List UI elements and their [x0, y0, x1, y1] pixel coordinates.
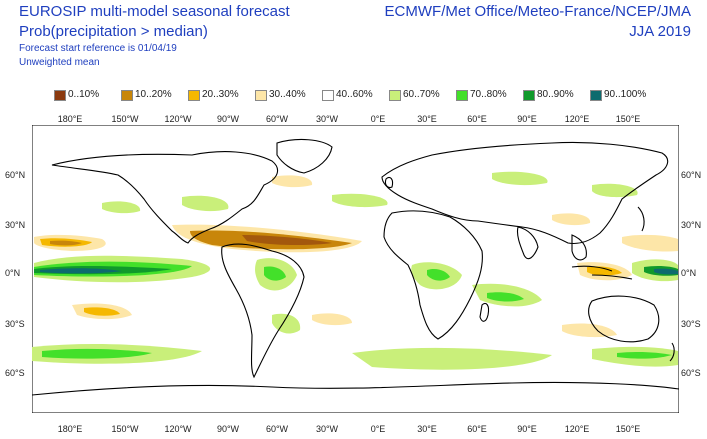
legend-label: 0..10%	[68, 89, 100, 100]
legend-swatch	[523, 90, 535, 101]
lat-label: 60°S	[681, 368, 701, 378]
legend-label: 60..70%	[403, 89, 440, 100]
season-label: JJA 2019	[629, 23, 691, 40]
lat-label: 60°N	[5, 170, 26, 180]
legend-label: 10..20%	[135, 89, 172, 100]
lon-label: 90°W	[216, 424, 240, 434]
lon-label: 30°W	[315, 424, 339, 434]
lon-label: 30°W	[315, 114, 339, 124]
legend-swatch	[54, 90, 66, 101]
lat-label: 30°N	[5, 220, 26, 230]
map-subtitle: Prob(precipitation > median)	[19, 23, 208, 40]
coastlines	[32, 138, 679, 396]
lon-label: 60°W	[265, 114, 289, 124]
legend-label: 30..40%	[269, 89, 306, 100]
legend-swatch	[121, 90, 133, 101]
lat-label: 0°N	[5, 268, 21, 278]
lat-label: 30°S	[5, 319, 25, 329]
centres-label: ECMWF/Met Office/Meteo-France/NCEP/JMA	[384, 3, 691, 20]
lat-label: 0°N	[681, 268, 697, 278]
start-reference: Forecast start reference is 01/04/19	[19, 43, 177, 54]
probability-shading	[32, 171, 678, 370]
lon-label: 90°W	[216, 114, 240, 124]
lon-label: 150°W	[111, 424, 139, 434]
lon-label: 150°E	[615, 114, 641, 124]
legend-label: 20..30%	[202, 89, 239, 100]
lon-label: 120°E	[564, 424, 590, 434]
legend-label: 70..80%	[470, 89, 507, 100]
legend-label: 80..90%	[537, 89, 574, 100]
lat-label: 60°S	[5, 368, 25, 378]
lon-label: 120°W	[164, 424, 192, 434]
legend-swatch	[188, 90, 200, 101]
lon-label: 90°E	[517, 114, 537, 124]
lon-label: 180°E	[57, 114, 83, 124]
lon-label: 90°E	[517, 424, 537, 434]
lat-label: 60°N	[681, 170, 702, 180]
map-title: EUROSIP multi-model seasonal forecast	[19, 3, 290, 20]
legend-label: 90..100%	[604, 89, 647, 100]
lon-label: 0°E	[370, 114, 386, 124]
lon-label: 30°E	[417, 114, 437, 124]
legend-swatch	[590, 90, 602, 101]
lon-label: 180°E	[57, 424, 83, 434]
lon-label: 0°E	[370, 424, 386, 434]
lon-label: 60°E	[467, 424, 487, 434]
lon-label: 150°W	[111, 114, 139, 124]
lon-label: 60°W	[265, 424, 289, 434]
legend-swatch	[456, 90, 468, 101]
lon-label: 150°E	[615, 424, 641, 434]
legend-swatch	[322, 90, 334, 101]
legend-label: 40..60%	[336, 89, 373, 100]
legend-swatch	[255, 90, 267, 101]
lon-label: 120°E	[564, 114, 590, 124]
lon-label: 120°W	[164, 114, 192, 124]
weighting-note: Unweighted mean	[19, 57, 100, 68]
lat-label: 30°N	[681, 220, 702, 230]
lon-label: 30°E	[417, 424, 437, 434]
lon-label: 60°E	[467, 114, 487, 124]
legend-swatch	[389, 90, 401, 101]
lat-label: 30°S	[681, 319, 701, 329]
probability-map	[32, 125, 679, 413]
